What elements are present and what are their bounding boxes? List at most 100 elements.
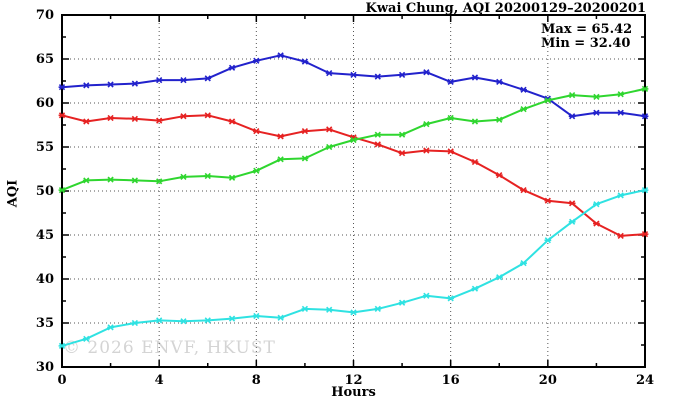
series-green-marker	[520, 106, 527, 113]
series-cyan-marker	[277, 314, 284, 321]
series-red-marker	[180, 113, 187, 120]
series-blue-marker	[398, 71, 406, 78]
series-cyan-marker	[423, 292, 430, 299]
series-red-marker	[544, 197, 551, 204]
series-red-marker	[277, 133, 284, 140]
series-cyan-marker	[253, 312, 260, 320]
series-cyan-marker	[131, 319, 138, 327]
series-cyan-marker	[641, 187, 649, 194]
series-blue-marker	[58, 84, 66, 91]
series-blue-marker	[156, 77, 163, 84]
series-red-marker	[107, 114, 114, 122]
series-cyan-marker	[58, 342, 66, 349]
series-blue-marker	[326, 69, 333, 77]
series-red-marker	[83, 118, 90, 125]
series-green-marker	[131, 177, 138, 184]
x-axis-title: Hours	[331, 385, 376, 400]
series-green-marker	[277, 156, 284, 163]
series-blue-marker	[107, 81, 114, 88]
series-red-marker	[471, 158, 479, 166]
series-red-marker	[228, 118, 236, 125]
series-cyan-markers	[58, 187, 649, 349]
series-blue-marker	[131, 80, 138, 87]
max-value-label: Max = 65.42	[541, 22, 633, 37]
series-green-marker	[544, 97, 551, 104]
series-green-marker	[301, 155, 309, 162]
x-tick-label: 8	[252, 373, 261, 388]
series-green-marker	[107, 176, 114, 183]
series-blue-markers	[58, 52, 649, 120]
y-tick-label: 70	[36, 8, 54, 23]
series-blue-marker	[350, 71, 357, 78]
series-green-marker	[204, 172, 211, 180]
x-tick-label: 16	[442, 373, 460, 388]
y-tick-label: 60	[36, 96, 54, 111]
series-cyan-marker	[350, 309, 357, 316]
series-green-marker	[569, 91, 576, 99]
series-blue-marker	[423, 69, 430, 76]
series-blue-marker	[253, 57, 260, 64]
series-red-marker	[617, 232, 624, 239]
x-tick-label: 20	[539, 373, 557, 388]
series-green-marker	[228, 174, 236, 181]
series-green-marker	[58, 187, 66, 194]
series-green-marker	[326, 143, 333, 151]
series-green-marker	[496, 116, 503, 123]
series-red-marker	[131, 115, 138, 122]
series-blue-marker	[277, 52, 284, 59]
series-red-marker	[326, 126, 333, 133]
min-value-label: Min = 32.40	[541, 36, 631, 51]
series-blue-marker	[204, 75, 211, 82]
series-blue-marker	[520, 86, 527, 93]
series-blue-marker	[83, 82, 90, 89]
series-cyan-marker	[471, 285, 479, 292]
series-green-markers	[58, 85, 649, 194]
series-green-marker	[156, 178, 163, 185]
series-cyan-marker	[374, 305, 381, 313]
series-red-marker	[204, 112, 211, 119]
series-green-marker	[423, 121, 430, 128]
series-blue-marker	[569, 113, 576, 120]
series-blue-marker	[593, 109, 600, 116]
series-cyan-marker	[544, 237, 551, 244]
series-red-marker	[423, 147, 430, 154]
y-tick-label: 45	[36, 228, 54, 243]
series-red-marker	[58, 112, 66, 119]
series-green-marker	[398, 131, 406, 138]
y-tick-label: 40	[36, 272, 54, 287]
series-cyan-marker	[204, 317, 211, 324]
series-red-marker	[569, 200, 576, 207]
y-tick-label: 30	[36, 360, 54, 375]
series-blue-marker	[228, 64, 236, 71]
x-tick-label: 4	[155, 373, 164, 388]
series-green-marker	[180, 173, 187, 181]
series-red-marker	[253, 128, 260, 135]
series-blue-marker	[447, 78, 454, 85]
series-cyan-marker	[180, 318, 187, 325]
series-cyan-marker	[398, 299, 406, 306]
series-cyan-marker	[326, 306, 333, 313]
series-cyan-marker	[617, 192, 624, 199]
series-cyan-marker	[593, 201, 600, 208]
series-cyan-marker	[447, 295, 454, 302]
series-green-marker	[447, 114, 454, 122]
y-tick-label: 50	[36, 184, 54, 199]
max-min-annotation: Max = 65.42 Min = 32.40	[541, 23, 632, 51]
series-blue-marker	[374, 73, 381, 80]
series-cyan-marker	[83, 335, 90, 342]
series-cyan-marker	[301, 305, 309, 313]
series-red-marker	[447, 148, 454, 155]
series-blue-marker	[180, 77, 187, 84]
y-tick-label: 65	[36, 52, 54, 67]
series-green-marker	[617, 91, 624, 98]
series-cyan-marker	[569, 218, 576, 225]
series-red-marker	[398, 150, 406, 157]
chart-title: Kwai Chung, AQI 20200129–20200201	[365, 1, 646, 16]
y-tick-label: 55	[36, 140, 54, 155]
series-cyan-marker	[496, 274, 503, 281]
series-green-marker	[350, 136, 357, 144]
series-cyan-marker	[156, 317, 163, 324]
series-red-marker	[301, 128, 309, 135]
